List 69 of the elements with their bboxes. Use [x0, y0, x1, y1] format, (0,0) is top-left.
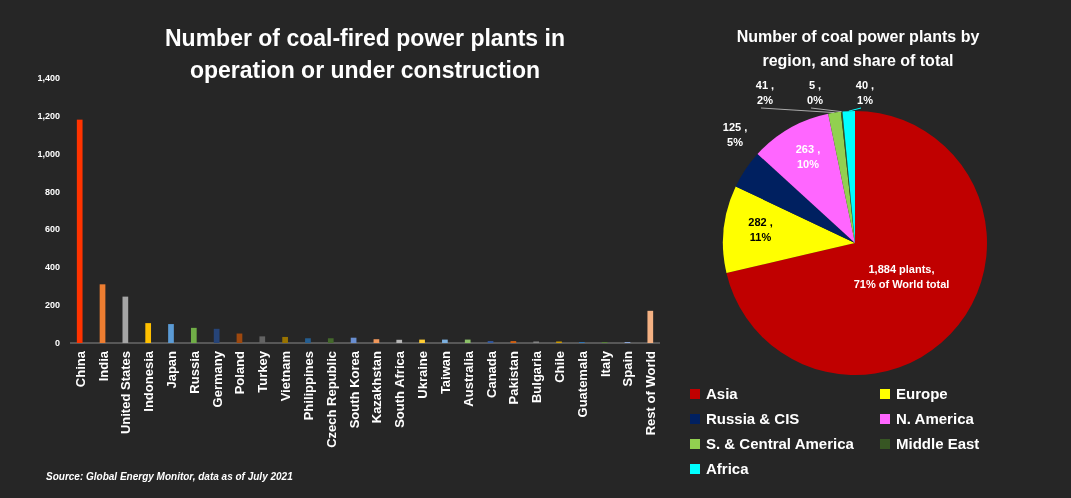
- x-tick-label: India: [95, 350, 111, 382]
- data-label: 1,884 plants, 71% of World total: [853, 262, 950, 290]
- data-label: 5 , 0%: [807, 79, 824, 106]
- x-tick-label: China: [72, 350, 88, 388]
- x-tick-label: Turkey: [255, 350, 271, 393]
- x-tick-label: Taiwan: [437, 350, 453, 395]
- bar: [419, 339, 425, 343]
- legend-label: S. & Central America: [706, 435, 855, 452]
- x-tick-label: Poland: [232, 350, 248, 395]
- chart-title: Number of coal power plants by region, and share of total: [736, 28, 980, 69]
- data-label: 125 , 5%: [722, 121, 748, 148]
- y-tick-label: 1,000: [37, 148, 60, 159]
- y-tick-label: 200: [44, 300, 60, 311]
- bar: [305, 338, 311, 343]
- x-tick-label: Russia: [186, 350, 202, 394]
- source-note: Source: Global Energy Monitor, data as of July 2021: [46, 471, 294, 482]
- y-tick-label: 800: [44, 186, 60, 197]
- legend-label: N. America: [896, 410, 975, 427]
- pie-slice: [828, 111, 855, 243]
- data-label: 41 , 2%: [755, 79, 775, 106]
- bar: [442, 339, 448, 343]
- x-tick-label: Philippines: [300, 351, 316, 421]
- x-tick-label: United States: [118, 351, 134, 435]
- legend-label: Russia & CIS: [706, 410, 800, 427]
- y-tick-label: 0: [54, 338, 60, 348]
- x-tick-label: Indonesia: [141, 350, 157, 412]
- x-tick-label: Japan: [164, 350, 179, 389]
- data-label: 282 , 11%: [748, 215, 773, 243]
- y-tick-label: 600: [44, 224, 60, 235]
- x-tick-label: Spain: [620, 350, 636, 387]
- x-tick-label: Vietnam: [278, 351, 294, 402]
- y-tick-label: 400: [44, 262, 60, 273]
- x-tick-label: Ukraine: [415, 351, 431, 399]
- x-tick-label: South Korea: [346, 350, 362, 429]
- bar: [145, 323, 152, 343]
- x-tick-label: Pakistan: [506, 350, 522, 405]
- x-tick-label: Canada: [483, 350, 499, 398]
- bar: [464, 339, 471, 343]
- x-tick-label: Italy: [597, 350, 613, 378]
- legend-label: Europe: [896, 385, 948, 402]
- bar: [76, 119, 83, 343]
- x-tick-label: Guatemala: [574, 350, 590, 418]
- bar: [190, 327, 197, 343]
- bar: [373, 339, 380, 343]
- bar: [327, 338, 334, 343]
- legend-label: Middle East: [896, 435, 980, 452]
- y-tick-label: 1,200: [37, 110, 60, 121]
- x-tick-label: Czech Republic: [323, 351, 339, 448]
- legend-label: Africa: [706, 460, 750, 477]
- x-tick-label: South Africa: [392, 350, 408, 428]
- data-label: 263 , 10%: [795, 143, 821, 171]
- x-tick-label: Chile: [552, 351, 567, 383]
- pie-slice: [723, 186, 855, 273]
- bar: [282, 336, 288, 343]
- x-tick-label: Australia: [460, 350, 476, 407]
- legend-label: Asia: [706, 385, 739, 402]
- bar: [259, 336, 266, 343]
- bar: [647, 310, 654, 343]
- x-tick-label: Bulgaria: [529, 350, 545, 404]
- data-label: 40 , 1%: [855, 79, 875, 106]
- x-tick-label: Germany: [209, 350, 225, 408]
- chart-title: Number of coal-fired power plants in operation or under construction: [165, 25, 565, 83]
- bar: [168, 324, 174, 343]
- bar: [396, 339, 403, 343]
- bar: [122, 296, 129, 343]
- y-tick-label: 1,400: [37, 73, 60, 83]
- x-tick-label: Rest of World: [643, 350, 659, 436]
- x-tick-label: Kazakhstan: [369, 350, 385, 424]
- pie-slice: [735, 153, 855, 243]
